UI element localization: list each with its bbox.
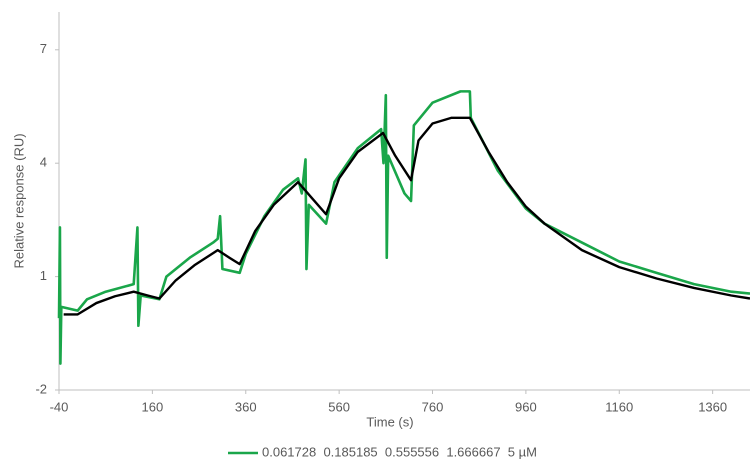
x-tick-label: 560 bbox=[328, 399, 350, 414]
x-axis-label: Time (s) bbox=[366, 414, 413, 429]
series-line bbox=[63, 116, 750, 316]
series-line bbox=[57, 90, 750, 365]
y-tick-label: 1 bbox=[40, 268, 47, 283]
x-tick-label: 1360 bbox=[698, 399, 727, 414]
x-tick-label: 760 bbox=[422, 399, 444, 414]
y-tick-label: 4 bbox=[40, 155, 47, 170]
x-tick-label: 360 bbox=[235, 399, 257, 414]
y-axis-label: Relative response (RU) bbox=[11, 133, 26, 268]
legend-label: 0.061728 0.185185 0.555556 1.666667 5 µM bbox=[262, 444, 537, 459]
y-tick-label: 7 bbox=[40, 41, 47, 56]
x-tick-label: 160 bbox=[142, 399, 164, 414]
x-tick-label: -40 bbox=[50, 399, 69, 414]
x-tick-label: 960 bbox=[515, 399, 537, 414]
y-tick-label: -2 bbox=[35, 381, 47, 396]
x-tick-label: 1160 bbox=[605, 399, 633, 414]
